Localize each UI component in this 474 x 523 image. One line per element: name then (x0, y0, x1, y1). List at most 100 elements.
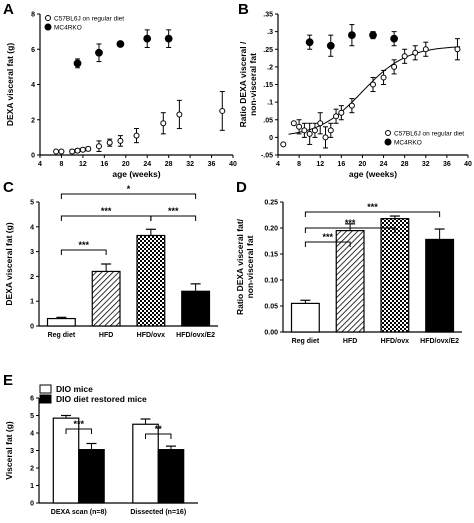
panel-c-y-axis-label: DEXA visceral fat (g) (4, 222, 14, 305)
panel-b-y-tick-label: .3 (267, 29, 273, 36)
panel-a-x-tick-label: 36 (208, 161, 216, 168)
panel-a-series-1-point (133, 132, 140, 139)
panel-e-significance-bracket (145, 433, 172, 439)
panel-e-bar-series-2 (78, 449, 105, 504)
panel-a-series-2-point (116, 40, 125, 48)
panel-c-category-label: Reg diet (48, 332, 76, 339)
panel-a-y-axis-label: DEXA visceral fat (g) (5, 43, 15, 126)
panel-b-y-tick-label: .35 (263, 12, 273, 19)
panel-c-y-tick-label: 5 (30, 200, 34, 207)
panel-d-category-label: Reg diet (292, 338, 320, 345)
panel-c-bar-3 (136, 234, 166, 327)
panel-d-bar-3 (380, 218, 410, 333)
panel-a-legend-label: MC4RKO (54, 25, 82, 32)
panel-d-significance-label: *** (322, 232, 333, 242)
panel-a-series-2-point (164, 34, 173, 43)
panel-letter-c: C (3, 179, 14, 196)
panel-b-x-axis-label: age (weeks) (349, 169, 397, 179)
panel-a-series-1-point (58, 148, 65, 155)
panel-a-y-tick-label: 2 (31, 117, 35, 124)
panel-d-y-tick-label: 0.00 (264, 330, 278, 337)
panel-b-legend-label: MC4RKO (394, 140, 422, 147)
panel-d-significance-label: *** (345, 218, 356, 228)
panel-b-x-tick-label: 4 (276, 161, 280, 168)
panel-a-legend-label: C57BL6J on regular diet (54, 16, 124, 23)
panel-b-y-tick-label: .05 (263, 117, 273, 124)
panel-a-legend-marker (44, 23, 52, 31)
panel-b-legend-marker (384, 138, 392, 146)
panel-letter-b: B (238, 1, 249, 18)
panel-c-significance-label: *** (101, 206, 112, 216)
panel-a-series-1-point (95, 143, 102, 150)
panel-b-series-2-point (326, 41, 335, 50)
panel-b-x-tick-label: 28 (401, 161, 409, 168)
panel-b-series-2-point (305, 38, 314, 47)
panel-b-series-2-point (347, 31, 356, 40)
panel-c-category-label: HFD/ovx (137, 332, 166, 339)
panel-c-bar-1 (46, 317, 76, 327)
panel-a-series-1-point (106, 139, 113, 146)
panel-c-significance-label: *** (168, 206, 179, 216)
panel-a-legend-marker (45, 15, 51, 21)
panel-e-y-tick-label: 0 (30, 501, 34, 508)
panel-a-x-tick-label: 12 (79, 161, 87, 168)
panel-e-legend-swatch (39, 384, 52, 394)
panel-e-significance-label: *** (73, 419, 84, 429)
panel-d-category-label: HFD/ovx (381, 338, 410, 345)
panel-d-y-tick-label: 0.15 (264, 252, 278, 259)
panel-e-bar-series-2 (157, 449, 185, 504)
axis-label-line: Ratio DEXA visceral / (238, 41, 248, 127)
panel-b-x-tick-label: 36 (443, 161, 451, 168)
panel-c-significance-label: * (127, 184, 131, 194)
panel-e-category-label: DEXA scan (n=8) (51, 509, 107, 516)
panel-a-x-axis-label: age (weeks) (112, 169, 160, 179)
panel-e-y-axis-label: Visceral fat (g) (4, 421, 14, 480)
panel-d-y-axis-label: Ratio DEXA visceral fat/non-visceral fat (235, 218, 255, 315)
panel-e-y-tick-label: 6 (30, 396, 34, 403)
panel-a-x-tick-label: 4 (38, 161, 42, 168)
panel-b-series-1-point (401, 53, 408, 60)
panel-a-x-tick-label: 16 (100, 161, 108, 168)
panel-a-series-1-point (79, 146, 86, 153)
panel-b-series-1-point (306, 130, 313, 137)
panel-d-significance-label: *** (367, 202, 378, 212)
panel-a-series-2-point (143, 34, 152, 43)
panel-c-significance-label: *** (78, 240, 89, 250)
panel-d-y-tick-label: 0.10 (264, 278, 278, 285)
panel-c-y-tick-label: 3 (30, 249, 34, 256)
panel-b-series-1-point (370, 81, 376, 88)
panel-d-category-label: HFD/ovx/E2 (420, 338, 459, 345)
panel-b-fit-curve (288, 46, 461, 135)
panel-b-x-tick-label: 16 (337, 161, 345, 168)
panel-e-y-tick-label: 4 (30, 431, 34, 438)
panel-e-significance-bracket (65, 428, 92, 434)
panel-b-x-tick-label: 24 (380, 161, 388, 168)
panel-c-y-tick-label: 2 (30, 274, 34, 281)
panel-e-legend-label: DIO mice (56, 384, 93, 394)
panel-a-series-1-point (176, 111, 183, 118)
axis-label-line: Ratio DEXA visceral fat/ (235, 218, 245, 315)
panel-a-x-tick-label: 40 (229, 161, 237, 168)
panel-b-series-1-point (327, 127, 334, 134)
panel-a-series-1-point (160, 120, 167, 127)
panel-e-category-label: Dissected (n=16) (130, 509, 186, 516)
panel-a-x-tick-label: 32 (186, 161, 194, 168)
panel-d-bar-2 (335, 230, 365, 333)
panel-c-category-label: HFD/ovx/E2 (176, 332, 215, 339)
panel-a-series-2-point (95, 48, 103, 57)
panel-b-y-tick-label: .15 (263, 82, 273, 89)
panel-e-y-tick-label: 1 (30, 483, 34, 490)
axis-label-line: DEXA visceral fat (g) (4, 222, 14, 305)
axis-label-line: non-visceral fat (245, 235, 255, 298)
panel-b-series-2-point (390, 34, 399, 43)
panel-c-bar-4 (181, 290, 211, 327)
panel-d-y-tick-label: 0.05 (264, 304, 278, 311)
panel-c-category-label: HFD (99, 332, 113, 339)
panel-a-y-tick-label: 4 (31, 82, 35, 89)
panel-b-y-tick-label: .25 (263, 47, 273, 54)
panel-b-series-1-point (338, 109, 345, 116)
panel-d-y-tick-label: 0.20 (264, 226, 278, 233)
panel-e-y-tick-label: 2 (30, 466, 34, 473)
panel-b-series-1-point (412, 49, 419, 56)
panel-c-y-tick-label: 4 (30, 224, 34, 231)
